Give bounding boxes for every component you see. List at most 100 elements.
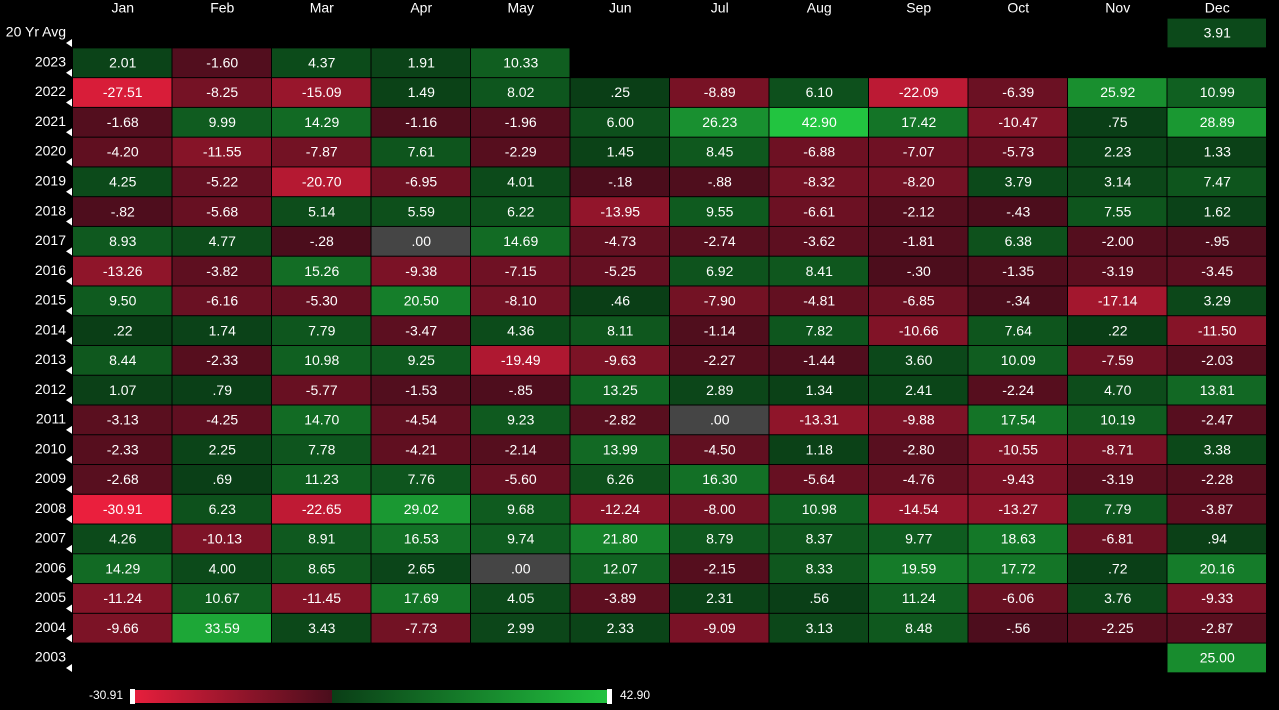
- cell-label: 14.29: [105, 560, 140, 576]
- cell-label: .79: [213, 382, 233, 398]
- heatmap-cell: [1068, 256, 1167, 286]
- column-header: Aug: [807, 0, 832, 16]
- heatmap-cell: [869, 167, 968, 197]
- heatmap-cell: [670, 554, 769, 584]
- heatmap-cell: [172, 167, 271, 197]
- heatmap-cell: [172, 256, 271, 286]
- colorbar: [130, 690, 612, 703]
- heatmap-cell: [272, 167, 371, 197]
- cell-label: 21.80: [603, 531, 638, 547]
- cell-label: -11.50: [1198, 322, 1237, 338]
- cell-label: 3.76: [1104, 590, 1131, 606]
- row-label: 2023: [35, 53, 66, 69]
- cell-label: 5.14: [308, 203, 335, 219]
- cell-label: 7.78: [308, 441, 335, 457]
- heatmap-cell: [371, 405, 470, 435]
- heatmap-cell: [272, 524, 371, 554]
- cell-label: .46: [611, 293, 631, 309]
- cell-label: 7.64: [1005, 322, 1032, 338]
- heatmap-cell: [769, 197, 868, 226]
- cell-label: 1.07: [109, 382, 136, 398]
- heatmap-cell: [73, 524, 172, 554]
- heatmap-cell: [172, 405, 271, 435]
- cell-label: -4.81: [803, 293, 835, 309]
- row-label: 2022: [35, 83, 66, 99]
- heatmap-cell: [73, 107, 172, 137]
- cell-label: -9.88: [903, 412, 935, 428]
- row-marker: [66, 396, 72, 405]
- heatmap-cell: [869, 316, 968, 345]
- row-label: 2018: [35, 202, 66, 218]
- heatmap-cell: [670, 524, 769, 554]
- heatmap-cell: [869, 405, 968, 435]
- heatmap-cell: [1167, 18, 1266, 48]
- row-label: 2009: [35, 470, 66, 486]
- heatmap-cell: [869, 554, 968, 584]
- cell-label: 1.33: [1204, 144, 1231, 160]
- cell-label: -13.95: [600, 203, 640, 219]
- heatmap-cell: [1068, 613, 1167, 643]
- heatmap-cell: [968, 613, 1067, 643]
- cell-label: -5.73: [1002, 144, 1034, 160]
- cell-label: -3.13: [107, 412, 139, 428]
- column-header: Sep: [906, 0, 931, 16]
- cell-label: 42.90: [802, 114, 837, 130]
- cell-label: -6.88: [803, 144, 835, 160]
- cell-label: 7.76: [408, 471, 435, 487]
- heatmap-cell: [272, 107, 371, 137]
- heatmap-cell: [172, 524, 271, 554]
- heatmap-cell: [1068, 584, 1167, 613]
- heatmap-cell: [570, 494, 669, 524]
- heatmap-cell: [670, 613, 769, 643]
- row-label: 2020: [35, 143, 66, 159]
- heatmap-cell: [1167, 197, 1266, 226]
- cell-label: 3.60: [905, 352, 932, 368]
- cell-label: .00: [412, 233, 432, 249]
- cell-label: .69: [213, 471, 233, 487]
- heatmap-cell: [73, 494, 172, 524]
- cell-label: -6.81: [1102, 531, 1134, 547]
- cell-label: 16.53: [404, 531, 439, 547]
- heatmap-cell: [570, 286, 669, 316]
- cell-label: -6.95: [405, 174, 437, 190]
- heatmap-cell: [1167, 345, 1266, 375]
- cell-label: 13.25: [603, 382, 638, 398]
- column-header: Nov: [1105, 0, 1130, 16]
- cell-label: .94: [1208, 531, 1228, 547]
- heatmap-cell: [968, 584, 1067, 613]
- cell-label: -2.29: [505, 144, 537, 160]
- cell-label: -3.19: [1102, 263, 1134, 279]
- heatmap-cell: [1068, 494, 1167, 524]
- heatmap-cell: [73, 554, 172, 584]
- heatmap-cell: [272, 256, 371, 286]
- heatmap-cell: [471, 286, 570, 316]
- heatmap-cell: [1068, 286, 1167, 316]
- cell-label: -4.25: [206, 412, 238, 428]
- cell-label: 2.33: [607, 620, 634, 636]
- cell-label: 1.49: [408, 84, 435, 100]
- cell-label: 9.68: [507, 501, 534, 517]
- cell-label: 8.65: [308, 560, 335, 576]
- row-label: 2006: [35, 559, 66, 575]
- heatmap-cell: [73, 405, 172, 435]
- heatmap-cell: [670, 465, 769, 494]
- heatmap-cell: [172, 137, 271, 167]
- column-header: Jul: [711, 0, 729, 16]
- cell-label: -2.80: [903, 441, 935, 457]
- row-marker: [66, 158, 72, 167]
- cell-label: 9.50: [109, 293, 136, 309]
- cell-label: -.82: [111, 203, 135, 219]
- heatmap-cell: [371, 554, 470, 584]
- heatmap-cell: [769, 494, 868, 524]
- cell-label: -.28: [310, 233, 334, 249]
- colorbar-tick: [607, 689, 612, 704]
- cell-label: 12.07: [603, 560, 638, 576]
- cell-label: 3.14: [1104, 174, 1131, 190]
- cell-label: 8.37: [806, 531, 833, 547]
- heatmap-cell: [371, 167, 470, 197]
- cell-label: 1.74: [209, 322, 236, 338]
- cell-label: 26.23: [702, 114, 737, 130]
- row-label: 2016: [35, 262, 66, 278]
- cell-label: -.43: [1006, 203, 1030, 219]
- cell-label: 9.99: [209, 114, 236, 130]
